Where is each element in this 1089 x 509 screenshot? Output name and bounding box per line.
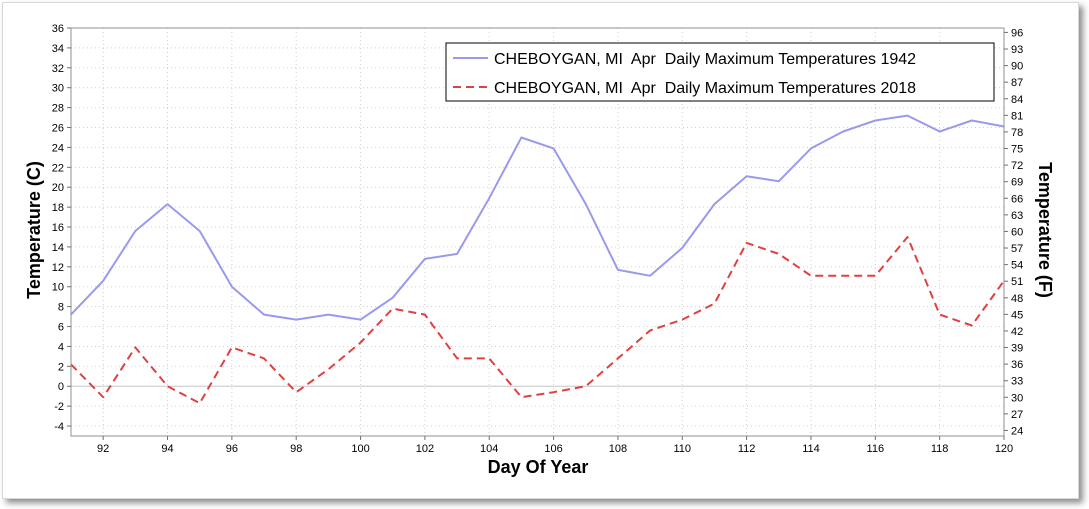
left-tick-label: 10 <box>52 282 64 294</box>
right-tick-label: 24 <box>1011 425 1023 437</box>
right-tick-label: 45 <box>1011 309 1023 321</box>
right-tick-label: 66 <box>1011 193 1023 205</box>
x-axis-ticks: 92 94 96 98 100 102 104 106 108 110 112 114 116 118 12… <box>97 436 1013 455</box>
legend-label-1942: CHEBOYGAN, MI Apr Daily Maximum Temperat… <box>494 51 916 68</box>
right-tick-label: 81 <box>1011 110 1023 122</box>
right-tick-label: 33 <box>1011 376 1023 388</box>
right-tick-label: 54 <box>1011 260 1023 272</box>
left-tick-label: 26 <box>52 123 64 135</box>
y-axis-label-right: Temperature (F) <box>1035 162 1055 298</box>
legend-box <box>445 42 995 102</box>
plot-area-border <box>70 27 1005 437</box>
left-tick-label: 2 <box>58 361 64 373</box>
left-tick-label: 28 <box>52 103 64 115</box>
x-tick-label: 110 <box>674 443 692 455</box>
left-tick-label: 24 <box>52 142 64 154</box>
left-tick-label: 36 <box>52 23 64 35</box>
left-tick-label: 18 <box>52 202 64 214</box>
right-tick-label: 48 <box>1011 293 1023 305</box>
x-tick-label: 106 <box>544 443 562 455</box>
left-tick-label: 34 <box>52 43 64 55</box>
right-tick-label: 57 <box>1011 243 1023 255</box>
series-layer <box>70 114 1005 405</box>
left-tick-label: 0 <box>58 381 64 393</box>
right-tick-label: 90 <box>1011 61 1023 73</box>
x-tick-label: 100 <box>351 443 369 455</box>
x-tick-label: 98 <box>290 443 302 455</box>
right-tick-label: 96 <box>1011 27 1023 39</box>
right-tick-label: 30 <box>1011 392 1023 404</box>
x-tick-label: 92 <box>97 443 109 455</box>
left-tick-label: -2 <box>54 401 64 413</box>
x-tick-label: 114 <box>802 443 820 455</box>
right-axis-ticks: 24 27 30 33 36 39 42 45 48 51 54 57 60 63 66 69 72 75 78 81… <box>1004 27 1023 437</box>
left-tick-label: 14 <box>52 242 64 254</box>
left-tick-label: 4 <box>58 341 64 353</box>
right-tick-label: 75 <box>1011 144 1023 156</box>
y-axis-label-left: Temperature (C) <box>24 161 44 299</box>
right-tick-label: 78 <box>1011 127 1023 139</box>
series-line-2018 <box>70 236 1005 405</box>
x-tick-label: 112 <box>738 443 756 455</box>
x-tick-label: 104 <box>480 443 498 455</box>
right-tick-label: 87 <box>1011 77 1023 89</box>
x-tick-label: 120 <box>995 443 1013 455</box>
right-tick-label: 84 <box>1011 94 1023 106</box>
x-axis-label: Day Of Year <box>488 457 589 477</box>
right-tick-label: 51 <box>1011 276 1023 288</box>
legend-label-2018: CHEBOYGAN, MI Apr Daily Maximum Temperat… <box>494 80 916 97</box>
left-tick-label: 8 <box>58 302 64 314</box>
right-tick-label: 39 <box>1011 343 1023 355</box>
left-tick-label: 30 <box>52 83 64 95</box>
left-tick-label: 6 <box>58 322 64 334</box>
right-tick-label: 72 <box>1011 160 1023 172</box>
right-tick-label: 36 <box>1011 359 1023 371</box>
left-tick-label: 20 <box>52 182 64 194</box>
x-tick-label: 94 <box>161 443 173 455</box>
right-tick-label: 69 <box>1011 177 1023 189</box>
right-tick-label: 60 <box>1011 226 1023 238</box>
left-tick-label: 16 <box>52 222 64 234</box>
left-tick-label: 22 <box>52 162 64 174</box>
x-tick-label: 116 <box>867 443 885 455</box>
x-tick-label: 118 <box>931 443 949 455</box>
right-tick-label: 93 <box>1011 44 1023 56</box>
left-tick-label: 32 <box>52 63 64 75</box>
x-tick-label: 108 <box>609 443 627 455</box>
right-tick-label: 27 <box>1011 409 1023 421</box>
x-tick-label: 102 <box>416 443 434 455</box>
left-tick-label: -4 <box>54 421 64 433</box>
left-tick-label: 12 <box>52 262 64 274</box>
legend: CHEBOYGAN, MI Apr Daily Maximum Temperat… <box>445 42 995 102</box>
right-tick-label: 42 <box>1011 326 1023 338</box>
series-line-1942 <box>70 114 1005 321</box>
right-tick-label: 63 <box>1011 210 1023 222</box>
x-tick-label: 96 <box>226 443 238 455</box>
